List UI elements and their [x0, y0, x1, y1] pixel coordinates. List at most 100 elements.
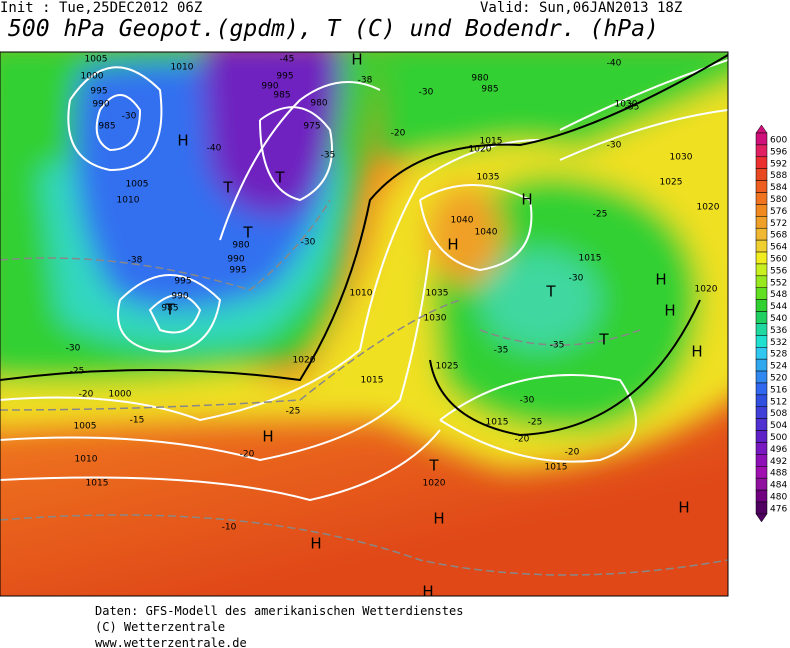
- contour-label: 1015: [545, 463, 568, 473]
- colorbar-label: 476: [770, 504, 787, 514]
- colorbar-label: 540: [770, 314, 787, 324]
- contour-label: 1000: [81, 72, 104, 82]
- contour-label: 1035: [477, 173, 500, 183]
- colorbar-label: 532: [770, 338, 787, 348]
- contour-label: -45: [280, 55, 295, 65]
- colorbar-swatch: [755, 216, 768, 229]
- contour-label: 990: [261, 82, 278, 92]
- colorbar-label: 504: [770, 421, 787, 431]
- colorbar-swatch: [755, 204, 768, 217]
- pressure-center: H: [664, 302, 675, 320]
- colorbar-label: 544: [770, 302, 787, 312]
- colorbar-label: 480: [770, 493, 787, 503]
- colorbar-swatch: [755, 347, 768, 360]
- pressure-center: H: [691, 343, 702, 361]
- colorbar-label: 548: [770, 290, 787, 300]
- colorbar-swatch: [755, 311, 768, 324]
- colorbar-label: 556: [770, 266, 787, 276]
- contour-label: 985: [273, 91, 290, 101]
- colorbar-label: 512: [770, 397, 787, 407]
- colorbar-end: [755, 124, 768, 134]
- pressure-center: H: [310, 535, 321, 553]
- colorbar-swatch: [755, 454, 768, 467]
- contour-label: 1030: [424, 314, 447, 324]
- colorbar-label: 588: [770, 171, 787, 181]
- map: HTTTTHHHTHHTHHTHHHH100510009959909851010…: [0, 51, 787, 601]
- colorbar-swatch: [755, 263, 768, 277]
- contour-label: 1005: [126, 180, 149, 190]
- pressure-center: H: [655, 271, 666, 289]
- pressure-center: T: [164, 301, 175, 319]
- pressure-center: H: [351, 51, 362, 69]
- colorbar-swatch: [755, 227, 768, 241]
- colorbar-label: 500: [770, 433, 787, 443]
- colorbar-swatch: [755, 442, 768, 455]
- contour-label: 985: [98, 122, 115, 132]
- colorbar-swatch: [755, 275, 768, 288]
- map-title: 500 hPa Geopot.(gpdm), T (C) und Bodendr…: [8, 16, 659, 42]
- contour-label: -35: [494, 346, 509, 356]
- contour-label: 980: [310, 99, 327, 109]
- contour-label: 1030: [670, 153, 693, 163]
- colorbar-label: 488: [770, 469, 787, 479]
- contour-label: 1025: [436, 362, 459, 372]
- contour-label: -38: [128, 256, 143, 266]
- colorbar-label: 492: [770, 457, 787, 467]
- contour-label: -40: [607, 59, 622, 69]
- colorbar-swatch: [755, 370, 768, 384]
- colorbar-label: 568: [770, 231, 787, 241]
- colorbar-swatch: [755, 156, 768, 169]
- colorbar-swatch: [755, 466, 768, 479]
- colorbar-label: 508: [770, 409, 787, 419]
- contour-label: -20: [79, 390, 94, 400]
- contour-label: 1015: [579, 254, 602, 264]
- contour-label: 980: [232, 241, 249, 251]
- valid-time: Valid: Sun,06JAN2013 18Z: [480, 0, 683, 16]
- colorbar-label: 564: [770, 243, 787, 253]
- colorbar-label: 524: [770, 362, 787, 372]
- pressure-center: H: [422, 583, 433, 601]
- contour-label: 990: [92, 100, 109, 110]
- colorbar-swatch: [755, 394, 768, 408]
- colorbar-swatch: [755, 144, 768, 158]
- contour-label: -30: [569, 274, 584, 284]
- contour-label: -20: [565, 448, 580, 458]
- pressure-center: H: [678, 499, 689, 517]
- contour-label: 1020: [469, 145, 492, 155]
- contour-label: -25: [286, 407, 301, 417]
- colorbar-label: 596: [770, 147, 787, 157]
- contour-label: 990: [171, 292, 188, 302]
- colorbar-label: 552: [770, 278, 787, 288]
- footer-line: (C) Wetterzentrale: [95, 620, 226, 634]
- contour-label: -38: [358, 76, 373, 86]
- contour-label: -30: [122, 112, 137, 122]
- colorbar-label: 592: [770, 159, 787, 169]
- contour-label: 980: [471, 74, 488, 84]
- pressure-center: H: [262, 428, 273, 446]
- colorbar-label: 580: [770, 195, 787, 205]
- colorbar-swatch: [755, 168, 768, 181]
- contour-label: -15: [130, 416, 145, 426]
- contour-label: 995: [229, 266, 246, 276]
- pressure-center: T: [545, 283, 556, 301]
- contour-label: 1000: [109, 390, 132, 400]
- contour-label: -20: [240, 450, 255, 460]
- contour-label: -25: [528, 418, 543, 428]
- colorbar-end: [755, 513, 768, 523]
- contour-label: 995: [174, 277, 191, 287]
- contour-label: 1025: [660, 178, 683, 188]
- colorbar-swatch: [755, 192, 768, 205]
- contour-label: -10: [222, 523, 237, 533]
- pressure-center: T: [274, 169, 285, 187]
- colorbar-swatch: [755, 406, 768, 419]
- footer-line: Daten: GFS-Modell des amerikanischen Wet…: [95, 604, 464, 618]
- pressure-center: T: [242, 224, 253, 242]
- contour-label: 1005: [85, 55, 108, 65]
- contour-label: 1010: [350, 289, 373, 299]
- contour-label: -30: [301, 238, 316, 248]
- footer-line: www.wetterzentrale.de: [95, 636, 247, 648]
- contour-label: 1010: [117, 196, 140, 206]
- pressure-center: T: [428, 457, 439, 475]
- contour-label: -35: [625, 103, 640, 113]
